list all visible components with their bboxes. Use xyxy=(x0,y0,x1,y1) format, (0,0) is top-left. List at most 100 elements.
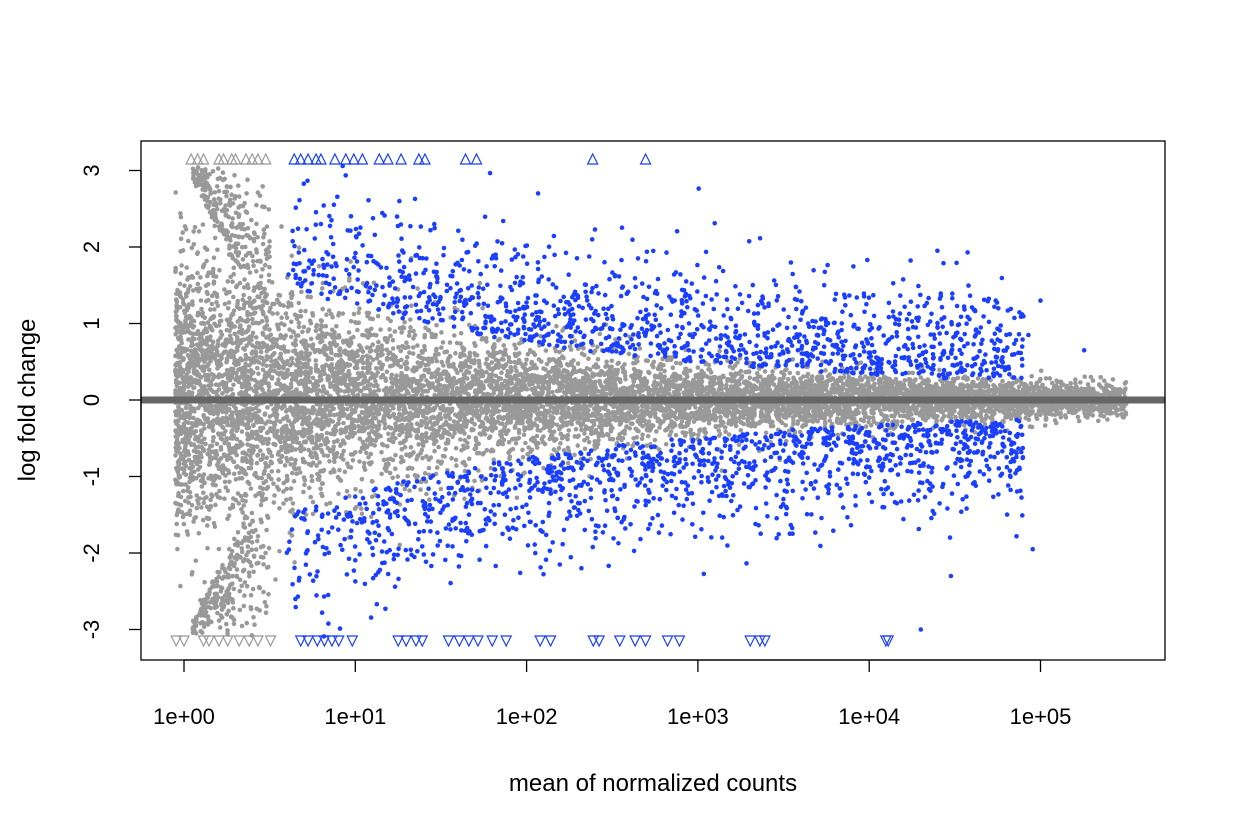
not-significant-point xyxy=(543,348,549,353)
not-significant-point xyxy=(1043,376,1049,381)
not-significant-point xyxy=(420,350,425,355)
not-significant-point xyxy=(397,542,403,548)
not-significant-point xyxy=(530,365,536,371)
not-significant-point xyxy=(242,277,247,282)
not-significant-point xyxy=(337,467,342,473)
not-significant-point xyxy=(236,379,241,385)
not-significant-point xyxy=(203,441,208,447)
not-significant-point xyxy=(575,443,581,448)
not-significant-point xyxy=(281,501,286,506)
not-significant-point xyxy=(630,421,635,427)
not-significant-point xyxy=(571,358,576,363)
not-significant-point xyxy=(439,330,444,335)
not-significant-point xyxy=(631,436,636,441)
not-significant-point xyxy=(497,336,502,342)
not-significant-point xyxy=(595,344,600,350)
not-significant-point xyxy=(301,324,307,330)
not-significant-point xyxy=(661,413,667,418)
not-significant-point xyxy=(841,375,847,380)
not-significant-point xyxy=(1029,373,1034,379)
not-significant-point xyxy=(308,450,314,455)
not-significant-point xyxy=(477,280,483,286)
not-significant-point xyxy=(1038,368,1044,374)
not-significant-point xyxy=(809,374,815,379)
not-significant-point xyxy=(212,235,218,241)
not-significant-point xyxy=(180,230,185,235)
not-significant-point xyxy=(657,447,662,452)
not-significant-point xyxy=(405,473,410,479)
not-significant-point xyxy=(887,407,893,413)
not-significant-point xyxy=(390,431,396,437)
not-significant-point xyxy=(186,238,191,244)
not-significant-point xyxy=(319,318,325,324)
not-significant-point xyxy=(381,388,387,393)
not-significant-point xyxy=(328,470,334,475)
not-significant-point xyxy=(462,468,468,474)
not-significant-point xyxy=(779,370,784,375)
not-significant-point xyxy=(238,340,243,346)
not-significant-point xyxy=(317,460,322,465)
not-significant-point xyxy=(510,446,516,452)
not-significant-point xyxy=(199,306,204,312)
not-significant-point xyxy=(231,471,237,477)
not-significant-point xyxy=(273,577,278,582)
not-significant-point xyxy=(297,470,303,475)
not-significant-point xyxy=(195,270,200,276)
not-significant-point xyxy=(246,465,252,471)
not-significant-point xyxy=(637,346,643,351)
not-significant-point xyxy=(289,319,294,325)
not-significant-point xyxy=(353,320,358,325)
not-significant-point xyxy=(479,478,485,483)
not-significant-point xyxy=(630,443,636,449)
not-significant-point xyxy=(426,465,432,471)
not-significant-point xyxy=(432,448,437,454)
not-significant-point xyxy=(597,331,603,337)
not-significant-point xyxy=(276,487,282,492)
not-significant-point xyxy=(277,419,283,424)
not-significant-point xyxy=(592,418,597,424)
not-significant-point xyxy=(524,357,529,363)
not-significant-point xyxy=(207,367,212,373)
not-significant-point xyxy=(246,481,252,487)
not-significant-point xyxy=(984,414,989,420)
not-significant-point xyxy=(196,501,201,506)
not-significant-point xyxy=(469,417,475,422)
not-significant-point xyxy=(173,453,178,458)
not-significant-point xyxy=(575,361,581,366)
not-significant-point xyxy=(182,498,188,504)
not-significant-point xyxy=(310,375,316,381)
not-significant-point xyxy=(441,363,446,368)
not-significant-point xyxy=(402,444,408,450)
not-significant-point xyxy=(192,225,198,230)
not-significant-point xyxy=(568,347,574,352)
not-significant-point xyxy=(356,310,362,316)
not-significant-point xyxy=(254,365,260,371)
not-significant-point xyxy=(205,523,210,528)
not-significant-point xyxy=(511,436,517,442)
not-significant-point xyxy=(298,308,304,314)
not-significant-point xyxy=(282,375,287,381)
not-significant-point xyxy=(416,442,422,447)
not-significant-point xyxy=(348,259,353,264)
not-significant-point xyxy=(1052,418,1058,423)
not-significant-point xyxy=(484,356,490,362)
not-significant-point xyxy=(466,434,472,440)
not-significant-point xyxy=(265,347,270,353)
not-significant-point xyxy=(269,345,275,350)
not-significant-point xyxy=(455,370,460,376)
not-significant-point xyxy=(635,408,640,414)
not-significant-point xyxy=(296,300,302,306)
not-significant-point xyxy=(610,437,616,442)
not-significant-point xyxy=(739,374,745,380)
not-significant-point xyxy=(284,497,289,503)
not-significant-point xyxy=(564,422,569,428)
not-significant-point xyxy=(205,545,210,551)
not-significant-point xyxy=(361,464,367,470)
not-significant-point xyxy=(516,387,521,392)
not-significant-point xyxy=(422,332,428,338)
not-significant-point xyxy=(351,334,356,340)
not-significant-point xyxy=(231,294,236,300)
not-significant-point xyxy=(235,298,241,304)
not-significant-point xyxy=(278,351,284,357)
not-significant-point xyxy=(388,333,393,339)
